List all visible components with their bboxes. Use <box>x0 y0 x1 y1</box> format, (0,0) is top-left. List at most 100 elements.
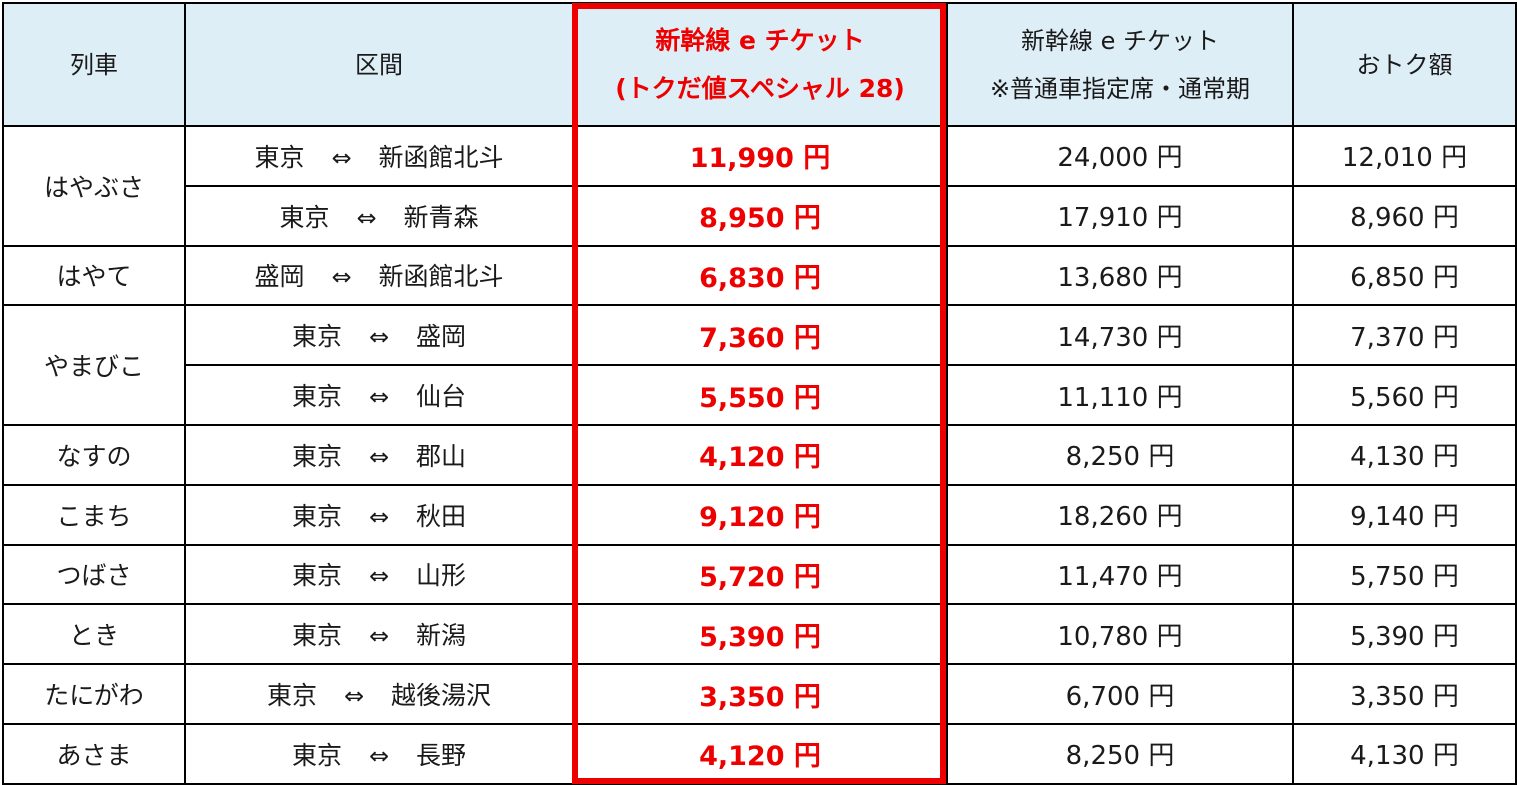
bidirectional-arrow-icon: ⇔ <box>368 622 390 651</box>
header-normal-line2: ※普通車指定席・通常期 <box>989 74 1251 103</box>
normal-fare: 24,000 円 <box>946 125 1294 187</box>
to-station: 新青森 <box>403 202 479 232</box>
from-station: 東京 <box>279 202 330 232</box>
section-cell: 盛岡 ⇔ 新函館北斗 <box>184 244 574 307</box>
section-cell: 東京 ⇔ 新潟 <box>184 603 574 666</box>
header-saving: おトク額 <box>1292 2 1517 127</box>
header-row: 列車 区間 新幹線 e チケット (トクだ値スペシャル 28) 新幹線 e チケ… <box>2 2 1517 127</box>
to-station: 山形 <box>416 561 467 591</box>
bidirectional-arrow-icon: ⇔ <box>356 203 377 232</box>
bidirectional-arrow-icon: ⇔ <box>331 263 352 292</box>
saving-amount: 5,750 円 <box>1292 543 1517 606</box>
table-row: はやぶさ 東京 ⇔ 新函館北斗 11,990 円 24,000 円 12,010 円 <box>2 125 1517 247</box>
table-row: とき 東京 ⇔ 新潟 5,390 円 10,780 円 5,390 円 <box>2 603 1517 666</box>
special-fare: 3,350 円 <box>572 663 948 725</box>
section-cell: 東京 ⇔ 新函館北斗 <box>184 125 574 187</box>
header-special-line1: 新幹線 e チケット <box>655 25 865 55</box>
to-station: 長野 <box>416 740 467 770</box>
section-cell: 東京 ⇔ 盛岡 <box>184 304 574 367</box>
from-station: 東京 <box>254 142 305 172</box>
to-station: 新函館北斗 <box>378 262 504 292</box>
from-station: 東京 <box>291 441 342 471</box>
from-station: 東京 <box>291 561 342 591</box>
normal-fare: 18,260 円 <box>946 483 1294 546</box>
from-station: 東京 <box>291 740 342 770</box>
from-station: 盛岡 <box>254 262 305 292</box>
from-station: 東京 <box>291 322 342 352</box>
section-cell: 東京 ⇔ 仙台 <box>184 364 574 426</box>
normal-fare: 11,110 円 <box>946 364 1294 426</box>
header-special-fare: 新幹線 e チケット (トクだ値スペシャル 28) <box>572 2 948 127</box>
saving-amount: 4,130 円 <box>1292 423 1517 486</box>
bidirectional-arrow-icon: ⇔ <box>368 562 390 591</box>
bidirectional-arrow-icon: ⇔ <box>368 502 390 531</box>
train-name: やまびこ <box>2 304 186 426</box>
table-row: はやて 盛岡 ⇔ 新函館北斗 6,830 円 13,680 円 6,850 円 <box>2 244 1517 307</box>
train-name: あさま <box>2 722 186 785</box>
saving-amount: 12,010 円 <box>1292 125 1517 187</box>
to-station: 秋田 <box>416 501 467 531</box>
section-cell: 東京 ⇔ 秋田 <box>184 483 574 546</box>
bidirectional-arrow-icon: ⇔ <box>343 682 365 711</box>
table-row: こまち 東京 ⇔ 秋田 9,120 円 18,260 円 9,140 円 <box>2 483 1517 546</box>
header-normal-line1: 新幹線 e チケット <box>1020 26 1220 55</box>
normal-fare: 10,780 円 <box>946 603 1294 666</box>
bidirectional-arrow-icon: ⇔ <box>368 383 390 412</box>
bidirectional-arrow-icon: ⇔ <box>331 143 352 172</box>
section-cell: 東京 ⇔ 郡山 <box>184 423 574 486</box>
train-name: こまち <box>2 483 186 546</box>
header-train: 列車 <box>2 2 186 127</box>
saving-amount: 4,130 円 <box>1292 722 1517 785</box>
special-fare: 5,550 円 <box>572 364 948 426</box>
header-normal-fare: 新幹線 e チケット ※普通車指定席・通常期 <box>946 2 1294 127</box>
table-row: つばさ 東京 ⇔ 山形 5,720 円 11,470 円 5,750 円 <box>2 543 1517 606</box>
saving-amount: 8,960 円 <box>1292 184 1517 247</box>
saving-amount: 7,370 円 <box>1292 304 1517 367</box>
special-fare: 11,990 円 <box>572 125 948 187</box>
table-row: あさま 東京 ⇔ 長野 4,120 円 8,250 円 4,130 円 <box>2 722 1517 785</box>
to-station: 新潟 <box>416 621 467 651</box>
special-fare: 5,720 円 <box>572 543 948 606</box>
to-station: 新函館北斗 <box>378 142 504 172</box>
normal-fare: 6,700 円 <box>946 663 1294 725</box>
table-row: 東京 ⇔ 新青森 8,950 円 17,910 円 8,960 円 <box>3 184 1517 247</box>
special-fare: 6,830 円 <box>572 244 948 307</box>
table-row: なすの 東京 ⇔ 郡山 4,120 円 8,250 円 4,130 円 <box>2 423 1517 486</box>
special-fare: 8,950 円 <box>572 184 948 247</box>
section-cell: 東京 ⇔ 山形 <box>184 543 574 606</box>
table-row: やまびこ 東京 ⇔ 盛岡 7,360 円 14,730 円 7,370 円 <box>2 304 1517 426</box>
bidirectional-arrow-icon: ⇔ <box>368 442 390 471</box>
train-name: はやぶさ <box>2 125 186 247</box>
train-name: とき <box>2 603 186 666</box>
header-section: 区間 <box>184 2 574 127</box>
saving-amount: 5,560 円 <box>1292 364 1517 426</box>
to-station: 盛岡 <box>416 322 467 352</box>
section-cell: 東京 ⇔ 長野 <box>184 722 574 785</box>
saving-amount: 5,390 円 <box>1292 603 1517 666</box>
normal-fare: 13,680 円 <box>946 244 1294 307</box>
section-cell: 東京 ⇔ 越後湯沢 <box>184 663 574 725</box>
special-fare: 5,390 円 <box>572 603 948 666</box>
to-station: 郡山 <box>416 441 467 471</box>
to-station: 越後湯沢 <box>391 681 492 711</box>
from-station: 東京 <box>291 621 342 651</box>
saving-amount: 3,350 円 <box>1292 663 1517 725</box>
train-name: はやて <box>2 244 186 307</box>
from-station: 東京 <box>291 382 342 412</box>
to-station: 仙台 <box>416 382 467 412</box>
normal-fare: 8,250 円 <box>946 423 1294 486</box>
train-name: たにがわ <box>2 663 186 725</box>
from-station: 東京 <box>291 501 342 531</box>
saving-amount: 6,850 円 <box>1292 244 1517 307</box>
from-station: 東京 <box>266 681 317 711</box>
normal-fare: 11,470 円 <box>946 543 1294 606</box>
saving-amount: 9,140 円 <box>1292 483 1517 546</box>
special-fare: 7,360 円 <box>572 304 948 367</box>
bidirectional-arrow-icon: ⇔ <box>368 323 390 352</box>
table-row: 東京 ⇔ 仙台 5,550 円 11,110 円 5,560 円 <box>3 364 1517 426</box>
normal-fare: 14,730 円 <box>946 304 1294 367</box>
normal-fare: 8,250 円 <box>946 722 1294 785</box>
bidirectional-arrow-icon: ⇔ <box>368 741 390 770</box>
special-fare: 4,120 円 <box>572 722 948 785</box>
